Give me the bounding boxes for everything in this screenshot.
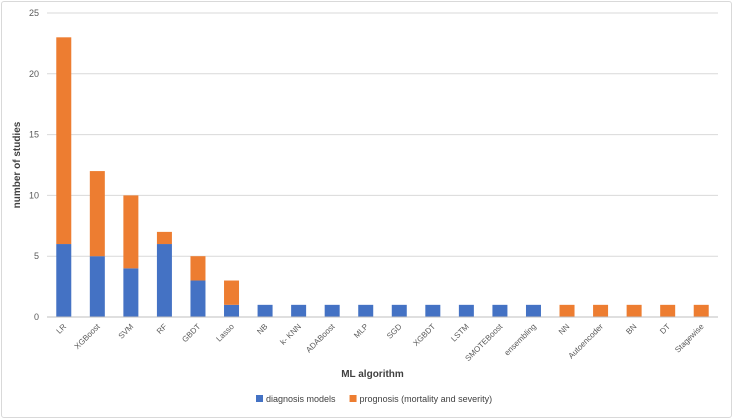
bar-segment-diagnosis-7 — [291, 304, 307, 317]
x-tick-label: Lasso — [214, 322, 236, 344]
x-tick-label: LSTM — [449, 322, 471, 344]
x-axis-ticks: LR XGBoost SVM RF GBDT Lasso NB k- KNN ADABoost M… — [55, 322, 706, 363]
x-tick-label: SVM — [117, 322, 136, 341]
y-axis-ticks: 0 5 10 15 20 25 — [29, 8, 39, 322]
bar-segment-diagnosis-1 — [89, 256, 105, 317]
x-tick-label: ADABoost — [304, 322, 337, 355]
legend-label: prognosis (mortality and severity) — [360, 394, 493, 404]
x-tick-label: MLP — [352, 322, 370, 340]
bar-segment-diagnosis-10 — [391, 304, 407, 317]
bar-segment-diagnosis-6 — [257, 304, 273, 317]
bar-segment-prognosis-1 — [89, 171, 105, 257]
bar-segment-diagnosis-11 — [425, 304, 441, 317]
legend: diagnosis models prognosis (mortality and… — [256, 394, 492, 404]
y-axis-title: number of studies — [12, 121, 23, 208]
bar-segment-prognosis-16 — [593, 304, 609, 317]
x-tick-label: ensembling — [503, 322, 538, 357]
x-tick-label: DT — [658, 322, 672, 336]
bar-segment-prognosis-18 — [660, 304, 676, 317]
x-tick-label: SGD — [385, 322, 404, 341]
x-axis-title: ML algorithm — [341, 369, 404, 380]
bar-segment-prognosis-2 — [123, 195, 139, 269]
bars — [56, 37, 709, 317]
bar-segment-prognosis-4 — [190, 256, 206, 281]
bar-segment-prognosis-5 — [224, 280, 240, 305]
x-tick-label: NN — [557, 322, 572, 337]
x-tick-label: k- KNN — [278, 322, 303, 347]
x-tick-label: BN — [624, 322, 638, 336]
bar-segment-diagnosis-0 — [56, 244, 72, 317]
bar-segment-diagnosis-3 — [156, 244, 172, 317]
y-tick-label: 25 — [29, 8, 39, 18]
x-tick-label: RF — [155, 322, 169, 336]
y-tick-label: 5 — [34, 251, 39, 261]
bar-segment-diagnosis-12 — [458, 304, 474, 317]
bar-segment-prognosis-17 — [626, 304, 642, 317]
gridlines — [47, 12, 718, 257]
legend-label: diagnosis models — [266, 394, 336, 404]
x-tick-label: Stagewise — [673, 322, 706, 355]
bar-segment-diagnosis-9 — [358, 304, 374, 317]
bar-segment-diagnosis-8 — [324, 304, 340, 317]
x-tick-label: XGBDT — [411, 322, 437, 348]
bar-segment-prognosis-15 — [559, 304, 575, 317]
legend-swatch-prognosis — [349, 395, 357, 402]
x-tick-label: LR — [55, 322, 69, 336]
y-tick-label: 0 — [34, 312, 39, 322]
x-tick-label: XGBoost — [73, 322, 103, 352]
bar-segment-diagnosis-4 — [190, 280, 206, 317]
legend-swatch-diagnosis — [256, 395, 263, 402]
y-tick-label: 15 — [29, 130, 39, 140]
bar-segment-diagnosis-2 — [123, 268, 139, 317]
x-tick-label: Autoencoder — [567, 322, 606, 361]
bar-segment-prognosis-0 — [56, 37, 72, 245]
x-tick-label: NB — [255, 322, 269, 336]
y-tick-label: 20 — [29, 69, 39, 79]
bar-segment-prognosis-3 — [156, 231, 172, 245]
y-tick-label: 10 — [29, 190, 39, 200]
bar-segment-diagnosis-13 — [492, 304, 508, 317]
bar-segment-prognosis-19 — [693, 304, 709, 317]
bar-segment-diagnosis-14 — [525, 304, 541, 317]
x-tick-label: GBDT — [180, 322, 202, 344]
bar-segment-diagnosis-5 — [224, 304, 240, 317]
